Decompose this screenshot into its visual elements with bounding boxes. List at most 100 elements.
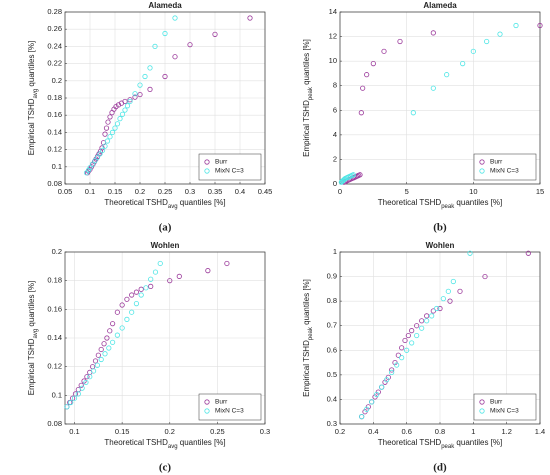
chart-title: Alameda (148, 1, 182, 10)
point (162, 30, 168, 37)
point (132, 91, 138, 97)
point (127, 98, 133, 105)
label-part: quantiles [%] (27, 281, 36, 329)
x-tick-label: 1.4 (535, 427, 545, 436)
x-tick-label: 1.2 (501, 427, 511, 436)
label-part: Theoretical TSHD (104, 438, 168, 447)
y-tick-label: 0.8 (327, 296, 337, 305)
point (137, 91, 143, 98)
y-tick-label: 0.7 (327, 321, 337, 330)
label-part: quantiles [%] (178, 198, 226, 207)
legend-marker (204, 168, 210, 174)
label-part: quantiles [%] (27, 41, 36, 89)
point (364, 406, 370, 412)
label-part: Theoretical TSHD (378, 438, 442, 447)
point (152, 269, 159, 275)
label-part: quantiles [%] (178, 438, 226, 447)
y-tick-label: 0.9 (327, 272, 337, 281)
point (133, 300, 140, 307)
plot-frame (64, 11, 266, 185)
axis-label: Empirical TSHDavg quantiles [%] (27, 281, 38, 395)
point (92, 158, 98, 164)
chart-title: Alameda (423, 1, 457, 10)
point (381, 48, 387, 54)
point (147, 86, 153, 93)
point (99, 147, 106, 154)
point (409, 328, 415, 334)
y-tick-label: 0.6 (327, 345, 337, 354)
y-tick-label: 0.2 (52, 76, 62, 85)
point (424, 318, 430, 324)
point (119, 302, 125, 308)
point (429, 313, 435, 319)
legend-marker (204, 399, 210, 405)
x-tick-label: 0.35 (208, 187, 223, 196)
point (525, 250, 531, 256)
point (110, 339, 116, 345)
point (83, 379, 89, 386)
legend-marker (479, 168, 485, 174)
label-subscript: peak (441, 444, 455, 450)
point (404, 347, 410, 353)
point (137, 82, 143, 88)
point (405, 332, 411, 339)
x-tick-label: 0.3 (260, 427, 270, 436)
x-tick-label: 0.3 (185, 187, 195, 196)
x-tick-label: 0.25 (158, 187, 173, 196)
legend-marker (479, 159, 485, 165)
chart-title: Wohlen (151, 241, 180, 250)
label-part: quantiles [%] (302, 39, 311, 87)
point (224, 260, 230, 267)
point (129, 309, 135, 315)
x-tick-label: 0.8 (435, 427, 445, 436)
plot-frame (339, 251, 541, 425)
point (78, 382, 84, 388)
point (89, 161, 96, 167)
y-tick-label: 1 (333, 247, 337, 256)
y-tick-label: 0.3 (327, 419, 337, 428)
point (124, 103, 131, 109)
point (497, 31, 503, 37)
point (447, 298, 453, 304)
x-tick-label: 0.6 (401, 427, 411, 436)
label-subscript: avg (33, 89, 39, 99)
point (424, 313, 430, 319)
point (167, 278, 173, 284)
legend-marker (204, 159, 210, 165)
y-tick-label: 4 (333, 130, 337, 139)
point (350, 172, 356, 178)
point (133, 289, 140, 295)
point (124, 296, 130, 302)
point (129, 292, 135, 298)
point (470, 48, 476, 54)
point (87, 165, 93, 171)
point (98, 356, 104, 363)
panel-label: (b) (433, 222, 447, 234)
y-tick-label: 14 (329, 7, 337, 16)
x-tick-label: 0.45 (258, 187, 273, 196)
point (172, 15, 178, 21)
y-tick-label: 0.24 (47, 41, 62, 50)
x-tick-label: 0.15 (115, 427, 130, 436)
legend-marker (479, 399, 485, 405)
point (187, 42, 193, 48)
y-tick-label: 0 (333, 179, 337, 188)
point (102, 351, 108, 357)
label-part: quantiles [%] (454, 438, 502, 447)
point (399, 345, 405, 351)
y-tick-label: 12 (329, 32, 337, 41)
point (247, 15, 253, 21)
point (79, 385, 85, 391)
point (445, 288, 451, 294)
point (114, 121, 121, 127)
point (68, 399, 74, 406)
point (107, 134, 113, 140)
point (106, 345, 112, 351)
x-tick-label: 0.4 (235, 187, 245, 196)
point (97, 151, 103, 157)
legend-marker (204, 408, 210, 414)
y-tick-label: 0.16 (47, 304, 62, 313)
label-part: Empirical TSHD (27, 338, 36, 395)
point (138, 292, 144, 298)
